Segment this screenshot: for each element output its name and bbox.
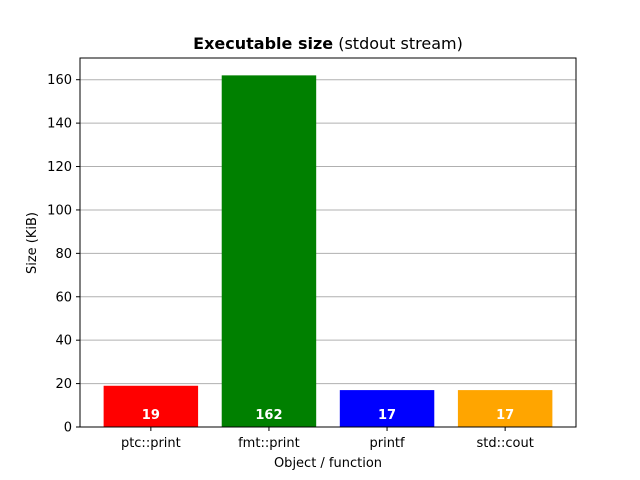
y-axis-ticks: 0 20 40 60 80 100 120 140 160: [47, 73, 80, 436]
x-tick-label: fmt::print: [238, 436, 300, 451]
bar-value-label: 17: [378, 408, 396, 423]
y-tick-label: 80: [55, 247, 72, 262]
x-tick-label: std::cout: [476, 436, 533, 451]
chart-title-bold: Executable size: [193, 34, 333, 53]
bar-printf: [339, 390, 435, 427]
bar-value-label: 162: [255, 408, 282, 423]
bars: 19 162 17 17: [103, 75, 553, 427]
chart-title-rest: (stdout stream): [333, 34, 463, 53]
y-tick-label: 0: [64, 421, 72, 436]
y-tick-label: 120: [47, 160, 72, 175]
bar-value-label: 19: [142, 408, 160, 423]
bar-ptc-print: [103, 385, 199, 427]
bar-std-cout: [457, 390, 553, 427]
x-axis-ticks: ptc::print fmt::print printf std::cout: [121, 427, 534, 451]
y-tick-label: 140: [47, 117, 72, 132]
x-tick-label: printf: [369, 436, 405, 451]
y-axis-label: Size (KiB): [25, 212, 40, 274]
y-tick-label: 100: [47, 203, 72, 218]
chart-title: Executable size (stdout stream): [193, 34, 463, 53]
grid-lines: [80, 79, 576, 428]
y-tick-label: 60: [55, 290, 72, 305]
y-tick-label: 40: [55, 334, 72, 349]
y-tick-label: 160: [47, 73, 72, 88]
bar-value-label: 17: [496, 408, 514, 423]
x-tick-label: ptc::print: [121, 436, 181, 451]
plot-frame: [79, 57, 577, 428]
y-tick-label: 20: [55, 377, 72, 392]
x-axis-label: Object / function: [274, 456, 382, 471]
bar-fmt-print: [221, 75, 317, 427]
